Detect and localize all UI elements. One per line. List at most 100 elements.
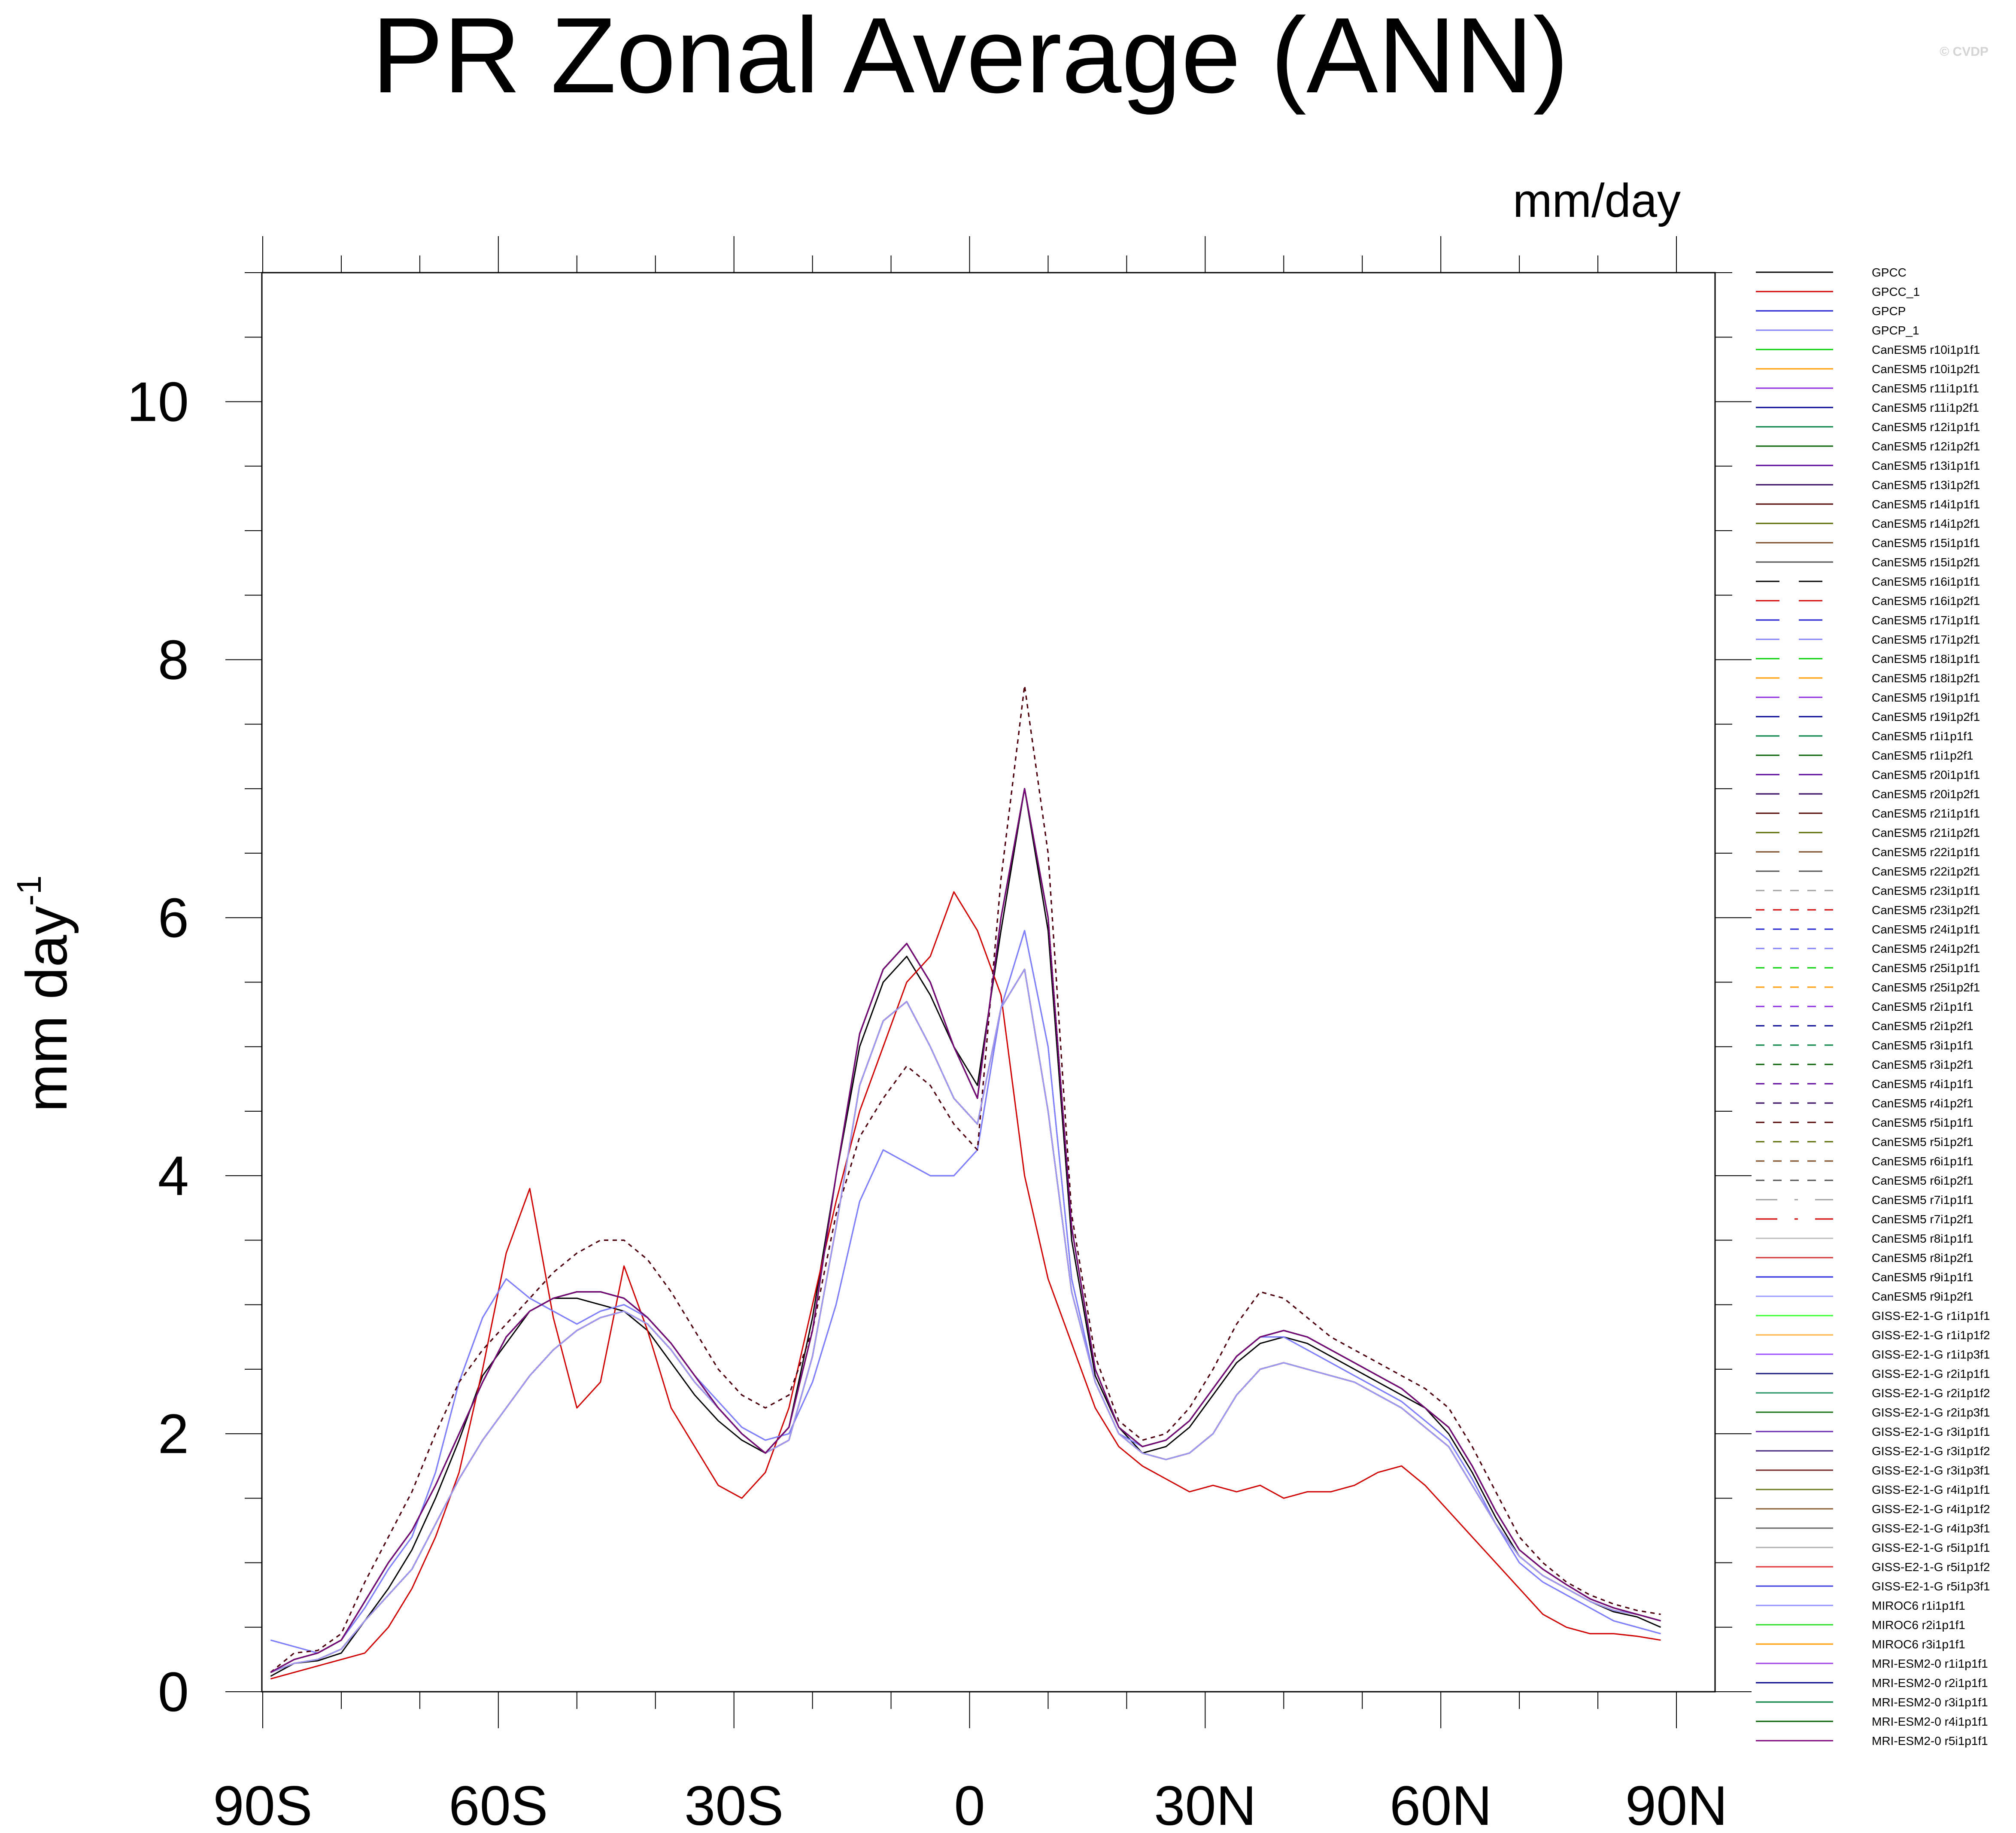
series-line [270,969,1661,1673]
series-line [270,969,1661,1673]
y-tick-label: 6 [158,886,189,949]
series-line [270,788,1661,1673]
x-tick-label: 60S [449,1774,548,1833]
legend-label: GPCP_1 [1872,324,1919,337]
series-line [270,788,1661,1673]
series-line [270,969,1661,1673]
copyright-mark: © CVDP [1940,45,1989,59]
x-tick-label: 90S [213,1774,312,1833]
series-line [270,788,1661,1673]
legend-label: CanESM5 r23i1p2f1 [1872,903,1980,917]
legend-label: CanESM5 r24i1p1f1 [1872,923,1980,936]
series-line [270,788,1661,1673]
x-tick-label: 30N [1154,1774,1256,1833]
legend-label: CanESM5 r19i1p1f1 [1872,691,1980,704]
series-line [270,788,1661,1673]
series-line [270,685,1661,1673]
legend-label: CanESM5 r25i1p1f1 [1872,961,1980,975]
legend-label: GISS-E2-1-G r1i1p3f1 [1872,1348,1990,1361]
legend-label: MRI-ESM2-0 r5i1p1f1 [1872,1734,1988,1748]
legend-label: GPCP [1872,304,1906,318]
legend-label: CanESM5 r16i1p1f1 [1872,575,1980,588]
series-line [270,788,1661,1673]
series-line [270,969,1661,1673]
series-line [270,969,1661,1673]
series-line [270,969,1661,1673]
legend-label: CanESM5 r9i1p1f1 [1872,1271,1973,1284]
legend-label: CanESM5 r5i1p1f1 [1872,1116,1973,1129]
series-line [270,788,1661,1673]
series-line [270,788,1661,1673]
series-line [270,969,1661,1673]
y-tick-label: 4 [158,1144,189,1207]
series-line [270,969,1661,1673]
axis-ticks [225,236,1752,1728]
series-line [270,930,1661,1654]
legend-label: CanESM5 r19i1p2f1 [1872,710,1980,723]
series-line [270,969,1661,1673]
series-line [270,788,1661,1673]
legend-label: CanESM5 r4i1p2f1 [1872,1097,1973,1110]
series-line [270,788,1661,1673]
series-line [270,969,1661,1673]
series-line [270,788,1661,1673]
legend-label: GISS-E2-1-G r1i1p1f1 [1872,1309,1990,1322]
series-line [270,788,1661,1673]
legend: GPCC GPCC_1 GPCP GPCP_1 CanESM5 r10i1p1f1 Can… [1756,266,1990,1748]
legend-label: MRI-ESM2-0 r1i1p1f1 [1872,1657,1988,1670]
series-line [270,969,1661,1673]
series-line [270,788,1661,1673]
legend-label: MRI-ESM2-0 r2i1p1f1 [1872,1676,1988,1690]
series-line [270,788,1661,1677]
y-axis-label-text: mm day [14,906,79,1112]
legend-label: CanESM5 r5i1p2f1 [1872,1135,1973,1149]
series-line [270,788,1661,1673]
legend-label: GISS-E2-1-G r3i1p1f2 [1872,1444,1990,1458]
legend-label: CanESM5 r18i1p2f1 [1872,672,1980,685]
series-line [270,969,1661,1673]
legend-label: GISS-E2-1-G r4i1p1f1 [1872,1483,1990,1496]
legend-label: CanESM5 r12i1p2f1 [1872,440,1980,453]
legend-label: GISS-E2-1-G r4i1p1f2 [1872,1502,1990,1516]
legend-label: CanESM5 r1i1p2f1 [1872,749,1973,762]
legend-label: CanESM5 r3i1p2f1 [1872,1058,1973,1071]
series-line [270,685,1661,1673]
legend-label: CanESM5 r13i1p1f1 [1872,459,1980,472]
x-tick-label: 90N [1625,1774,1728,1833]
legend-label: CanESM5 r22i1p2f1 [1872,865,1980,878]
series-line [270,788,1661,1673]
x-tick-label: 60N [1390,1774,1492,1833]
series-line [270,788,1661,1673]
series-line [270,685,1661,1673]
legend-label: MIROC6 r3i1p1f1 [1872,1638,1965,1651]
legend-label: CanESM5 r10i1p1f1 [1872,343,1980,356]
series-line [270,788,1661,1673]
legend-label: GISS-E2-1-G r5i1p1f1 [1872,1541,1990,1554]
legend-label: CanESM5 r9i1p2f1 [1872,1290,1973,1303]
series-line [270,788,1661,1673]
legend-label: GISS-E2-1-G r2i1p1f2 [1872,1386,1990,1400]
series-line [270,788,1661,1673]
x-tick-labels: 90S 60S 30S 0 30N 60N 90N [213,1774,1728,1833]
legend-label: CanESM5 r2i1p2f1 [1872,1019,1973,1033]
legend-label: CanESM5 r4i1p1f1 [1872,1077,1973,1091]
legend-label: CanESM5 r18i1p1f1 [1872,652,1980,666]
series-line [270,930,1661,1654]
y-axis-label: mm day-1 [10,875,79,1112]
y-tick-label: 2 [158,1402,189,1465]
legend-label: CanESM5 r13i1p2f1 [1872,478,1980,492]
series-line [270,788,1661,1673]
legend-label: GISS-E2-1-G r1i1p1f2 [1872,1328,1990,1342]
chart-title: PR Zonal Average (ANN) [372,0,1569,115]
legend-label: MIROC6 r1i1p1f1 [1872,1599,1965,1612]
legend-label: MRI-ESM2-0 r4i1p1f1 [1872,1715,1988,1728]
series-line [270,788,1661,1673]
legend-label: CanESM5 r8i1p2f1 [1872,1251,1973,1265]
legend-label: CanESM5 r17i1p2f1 [1872,633,1980,646]
series-line [270,788,1661,1673]
y-tick-labels: 0 2 4 6 8 10 [127,370,189,1723]
series-line [270,969,1661,1673]
y-tick-label: 10 [127,370,189,433]
legend-label: GPCC [1872,266,1907,279]
legend-label: GISS-E2-1-G r3i1p3f1 [1872,1464,1990,1477]
